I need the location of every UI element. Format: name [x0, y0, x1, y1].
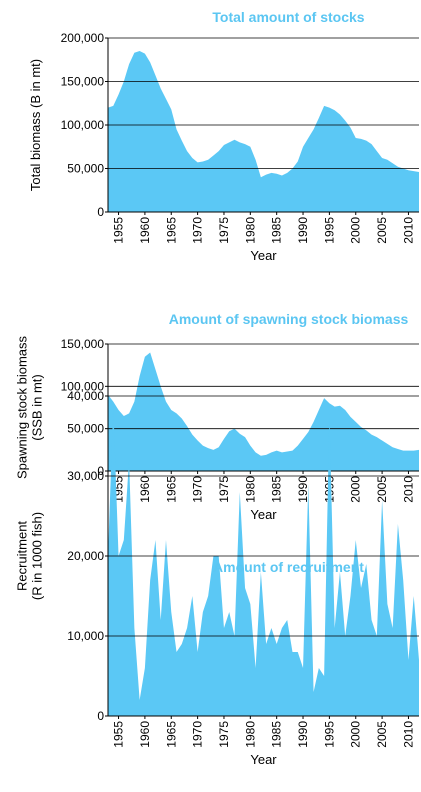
x-tick-label: 1970: [191, 721, 205, 748]
x-tick-label: 1960: [138, 721, 152, 748]
y-tick-label: 40,000: [67, 389, 104, 403]
x-tick-label: 1965: [164, 476, 178, 503]
y-tick-label: 150,000: [61, 337, 105, 351]
y-tick-label: 100,000: [61, 379, 105, 393]
x-tick-label: 2010: [401, 721, 415, 748]
x-tick-label: 1990: [296, 476, 310, 503]
area: [108, 352, 419, 471]
x-tick-label: 1990: [296, 721, 310, 748]
x-tick-label: 1965: [164, 721, 178, 748]
x-axis-label: Year: [250, 248, 277, 263]
x-tick-label: 1995: [322, 217, 336, 244]
y-axis-label: Recruitment: [15, 521, 30, 591]
x-tick-label: 1965: [164, 217, 178, 244]
y-axis-label: (R in 1000 fish): [30, 512, 45, 600]
x-tick-label: 1955: [112, 217, 126, 244]
y-tick-label: 150,000: [61, 75, 105, 89]
area: [108, 51, 419, 212]
x-tick-label: 2000: [349, 476, 363, 503]
x-tick-label: 2010: [401, 217, 415, 244]
x-tick-label: 1975: [217, 721, 231, 748]
y-tick-label: 50,000: [67, 162, 104, 176]
x-tick-label: 1985: [270, 476, 284, 503]
x-tick-label: 1990: [296, 217, 310, 244]
y-tick-label: 100,000: [61, 118, 105, 132]
x-tick-label: 2010: [401, 476, 415, 503]
x-tick-label: 2000: [349, 217, 363, 244]
x-tick-label: 2005: [375, 476, 389, 503]
y-tick-label: 200,000: [61, 31, 105, 45]
x-tick-label: 1995: [322, 721, 336, 748]
x-tick-label: 1970: [191, 217, 205, 244]
x-tick-label: 2005: [375, 721, 389, 748]
y-tick-label: 30,000: [67, 469, 104, 483]
x-tick-label: 1960: [138, 217, 152, 244]
x-tick-label: 1985: [270, 217, 284, 244]
y-axis-label: (SSB in mt): [30, 374, 45, 440]
x-tick-label: 1980: [243, 217, 257, 244]
x-tick-label: 1975: [217, 217, 231, 244]
chart-title: Amount of recruitment: [213, 559, 364, 575]
x-tick-label: 1960: [138, 476, 152, 503]
y-tick-label: 10,000: [67, 629, 104, 643]
chart-title: Amount of spawning stock biomass: [169, 311, 409, 327]
x-tick-label: 2005: [375, 217, 389, 244]
y-tick-label: 0: [97, 464, 104, 478]
x-tick-label: 1955: [112, 721, 126, 748]
y-tick-label: 20,000: [67, 549, 104, 563]
y-tick-label: 50,000: [67, 422, 104, 436]
x-tick-label: 2000: [349, 721, 363, 748]
x-axis-label: Year: [250, 507, 277, 522]
y-tick-label: 0: [97, 205, 104, 219]
y-axis-label: Spawning stock biomass: [15, 335, 30, 479]
x-tick-label: 1980: [243, 721, 257, 748]
x-tick-label: 1980: [243, 476, 257, 503]
y-tick-label: 0: [97, 709, 104, 723]
area: [108, 404, 419, 716]
x-axis-label: Year: [250, 752, 277, 767]
x-tick-label: 1970: [191, 476, 205, 503]
x-tick-label: 1975: [217, 476, 231, 503]
x-tick-label: 1985: [270, 721, 284, 748]
y-axis-label: Total biomass (B in mt): [28, 59, 43, 191]
chart-title: Total amount of stocks: [212, 9, 364, 25]
